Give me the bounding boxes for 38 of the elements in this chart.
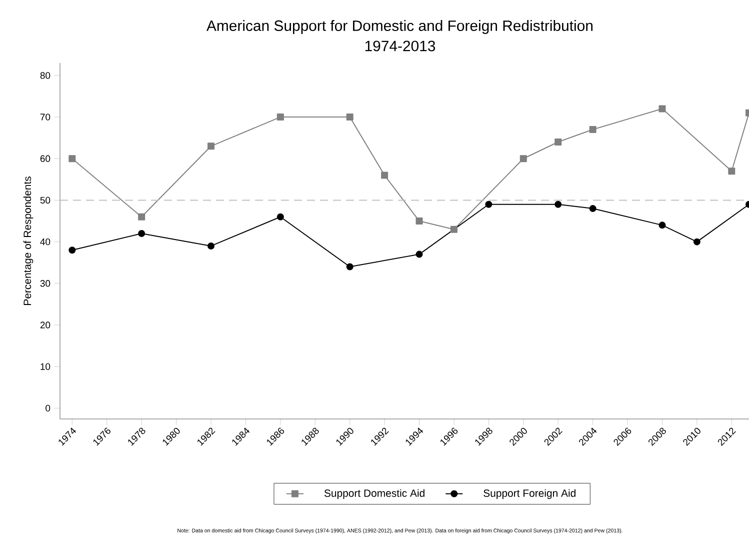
point bbox=[346, 114, 354, 121]
point bbox=[416, 250, 423, 258]
y-tick-label: 40 bbox=[40, 238, 50, 246]
legend-label: Support Foreign Aid bbox=[484, 489, 576, 499]
point bbox=[589, 126, 596, 134]
point bbox=[416, 218, 423, 225]
point bbox=[728, 168, 736, 175]
chart-title: American Support for Domestic and Foreign Redistribution bbox=[206, 20, 592, 34]
y-tick-label: 60 bbox=[40, 155, 50, 162]
y-tick-label: 30 bbox=[40, 280, 50, 287]
point bbox=[138, 230, 146, 237]
point bbox=[276, 114, 284, 121]
y-tick-label: 20 bbox=[40, 322, 50, 328]
point bbox=[381, 172, 388, 179]
point bbox=[693, 238, 700, 246]
point bbox=[554, 138, 562, 146]
point bbox=[485, 200, 492, 208]
point bbox=[589, 205, 596, 212]
point bbox=[68, 155, 76, 162]
point bbox=[520, 155, 527, 162]
point bbox=[208, 142, 214, 150]
chart-subtitle: 1974-2013 bbox=[365, 40, 436, 52]
y-tick-label: 10 bbox=[40, 363, 50, 370]
y-axis-title: Percentage of Respondents bbox=[23, 176, 34, 305]
y-tick-label: 50 bbox=[40, 196, 50, 204]
point bbox=[450, 226, 458, 233]
y-tick-label: 70 bbox=[40, 114, 50, 120]
point bbox=[208, 242, 214, 250]
y-tick-label: 0 bbox=[46, 404, 50, 412]
y-tick-label: 80 bbox=[40, 72, 50, 79]
point bbox=[554, 200, 562, 208]
point bbox=[138, 213, 146, 220]
legend-label: Support Domestic Aid bbox=[324, 489, 424, 499]
point bbox=[658, 222, 666, 229]
point bbox=[346, 263, 354, 270]
point bbox=[276, 213, 284, 220]
point bbox=[658, 105, 666, 112]
point bbox=[68, 246, 76, 254]
